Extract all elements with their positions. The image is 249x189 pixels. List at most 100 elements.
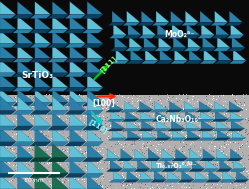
Point (62, 104, 66, 107)
Point (168, 140, 172, 143)
Point (53, 99, 57, 102)
Point (216, 173, 220, 176)
Point (232, 103, 236, 106)
Point (143, 144, 147, 147)
Text: 10 nm: 10 nm (24, 178, 44, 183)
Point (153, 121, 157, 124)
Point (4, 116, 8, 119)
Point (225, 121, 229, 124)
Point (81, 155, 85, 158)
Point (227, 106, 231, 109)
Point (77, 133, 81, 136)
Point (187, 155, 191, 158)
Point (148, 142, 152, 145)
Point (89, 98, 93, 101)
Point (207, 163, 211, 166)
Point (201, 187, 205, 189)
Point (178, 176, 182, 179)
Point (143, 141, 147, 144)
Polygon shape (142, 130, 156, 138)
Point (205, 114, 209, 117)
Point (179, 166, 183, 169)
Polygon shape (82, 15, 103, 19)
Point (118, 117, 122, 120)
Point (124, 103, 128, 106)
Point (30, 157, 34, 160)
Point (22, 181, 26, 184)
Point (31, 98, 35, 101)
Point (129, 111, 133, 114)
Point (89, 173, 93, 176)
Point (233, 177, 237, 180)
Polygon shape (233, 180, 249, 182)
Point (223, 177, 227, 180)
Point (87, 164, 91, 167)
Point (142, 109, 146, 112)
Point (95, 170, 99, 173)
Point (83, 108, 87, 111)
Point (212, 174, 216, 177)
Point (244, 119, 248, 122)
Point (67, 155, 71, 158)
Point (164, 100, 168, 103)
Point (233, 177, 237, 180)
Point (207, 133, 211, 136)
Point (238, 107, 242, 110)
Point (149, 110, 153, 113)
Point (86, 175, 90, 178)
Point (74, 187, 78, 189)
Point (68, 113, 72, 116)
Point (72, 124, 76, 127)
Point (18, 177, 22, 180)
Point (153, 117, 157, 120)
Point (100, 156, 104, 159)
Point (230, 163, 234, 166)
Point (120, 98, 124, 101)
Point (75, 121, 79, 124)
Point (239, 103, 243, 106)
Point (162, 95, 166, 98)
Point (81, 110, 85, 113)
Polygon shape (189, 49, 202, 60)
Point (62, 118, 66, 121)
Polygon shape (70, 60, 86, 73)
Point (236, 157, 240, 160)
Point (56, 146, 60, 149)
Point (50, 100, 54, 103)
Point (118, 136, 122, 139)
Point (216, 125, 220, 128)
Point (0, 160, 3, 163)
Point (177, 105, 181, 108)
Polygon shape (0, 29, 16, 33)
Point (181, 162, 185, 165)
Point (29, 110, 33, 113)
Point (65, 140, 69, 143)
Point (135, 139, 139, 142)
Point (53, 162, 57, 165)
Point (142, 158, 146, 161)
Point (18, 94, 22, 97)
Point (192, 187, 196, 189)
Point (208, 147, 212, 150)
Point (54, 176, 58, 179)
Point (80, 150, 84, 153)
Point (73, 128, 77, 131)
Point (44, 120, 48, 123)
Point (204, 101, 208, 105)
Point (88, 175, 92, 178)
Point (16, 150, 20, 153)
Point (36, 125, 40, 129)
Point (171, 174, 175, 177)
Point (18, 109, 22, 112)
Point (244, 181, 248, 184)
Point (189, 185, 193, 188)
Point (204, 154, 208, 157)
Point (34, 106, 38, 109)
Point (138, 113, 142, 116)
Point (51, 173, 55, 176)
Point (149, 155, 153, 158)
Point (192, 131, 196, 134)
Point (61, 123, 65, 126)
Point (130, 132, 134, 135)
Point (187, 116, 191, 119)
